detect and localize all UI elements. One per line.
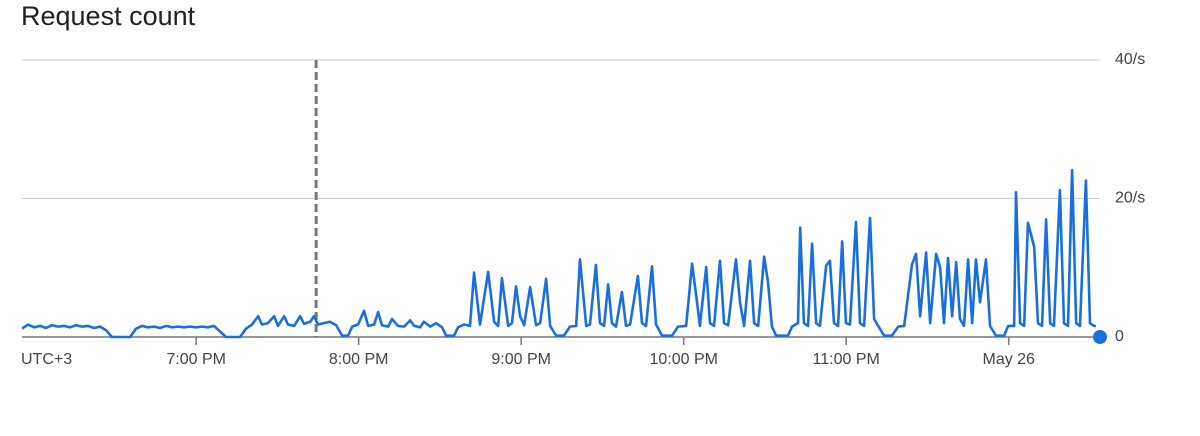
x-axis-label: UTC+3 xyxy=(21,351,72,368)
x-tick-label: 9:00 PM xyxy=(491,351,551,368)
current-point xyxy=(1093,330,1107,344)
x-tick-label: 8:00 PM xyxy=(329,351,389,368)
y-tick-label: 20/s xyxy=(1115,190,1145,207)
x-tick-label: 10:00 PM xyxy=(649,351,717,368)
chart-title: Request count xyxy=(21,1,196,31)
x-tick-label: 7:00 PM xyxy=(166,351,226,368)
x-tick-label: May 26 xyxy=(982,351,1035,368)
y-tick-label: 40/s xyxy=(1115,51,1145,68)
y-tick-label: 0 xyxy=(1115,328,1124,345)
x-tick-label: 11:00 PM xyxy=(813,351,880,368)
data-line xyxy=(21,168,1096,339)
